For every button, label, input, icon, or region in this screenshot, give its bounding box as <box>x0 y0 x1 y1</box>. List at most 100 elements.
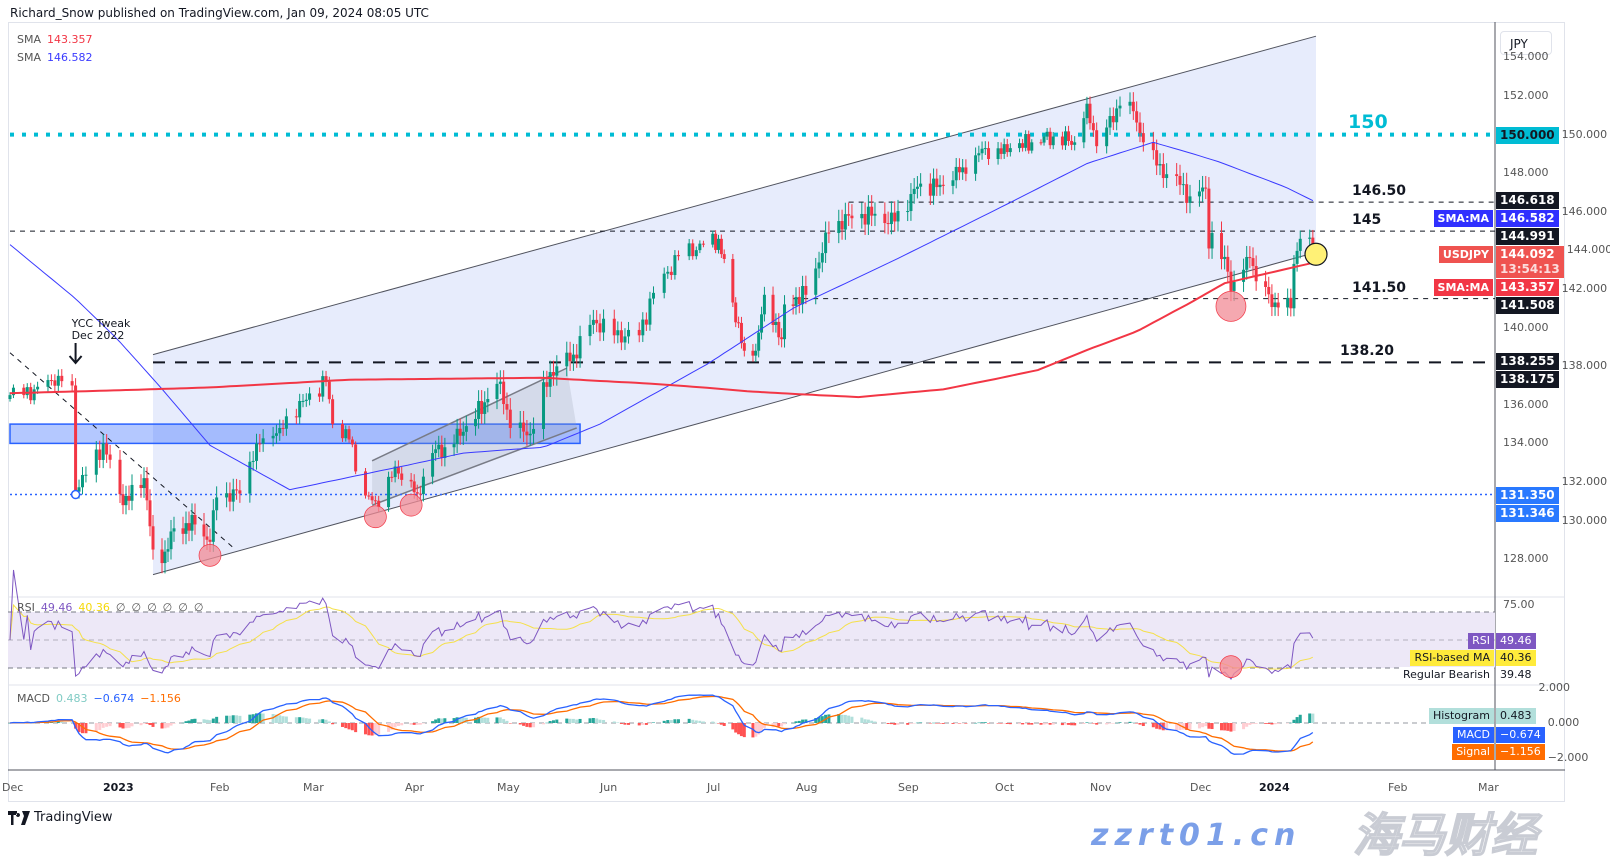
histogram-bar <box>760 723 764 732</box>
price-tick: 150.000 <box>1561 127 1608 141</box>
histogram-bar <box>483 717 487 723</box>
candle-body <box>452 444 456 448</box>
candle <box>261 429 265 452</box>
candle-body <box>932 178 936 196</box>
histogram-bar <box>980 722 984 723</box>
histogram-bar <box>130 723 134 727</box>
candle-body <box>701 243 705 245</box>
candle-body <box>1002 144 1006 154</box>
price-tick: 154.000 <box>1503 50 1549 64</box>
candle-body <box>101 443 105 460</box>
legend-sma-fast[interactable]: SMA 146.582 <box>17 51 99 64</box>
currency-selector[interactable]: JPY <box>1500 31 1552 55</box>
candle-body <box>367 495 371 497</box>
candle <box>255 433 258 470</box>
candle <box>387 471 391 512</box>
legend-sma-slow[interactable]: SMA 143.357 <box>17 33 99 46</box>
histogram-bar <box>1060 723 1064 726</box>
tradingview-brand: TradingView <box>34 810 113 825</box>
candle <box>974 147 978 181</box>
candle <box>421 468 425 502</box>
candle <box>619 321 623 351</box>
candle <box>124 485 128 515</box>
histogram-bar <box>163 723 167 729</box>
candle <box>1175 163 1179 187</box>
candle <box>797 286 801 314</box>
candle-body <box>1095 130 1099 147</box>
candle-body <box>794 296 798 306</box>
candle <box>863 202 867 235</box>
candle <box>443 437 447 467</box>
candle-body <box>118 459 122 495</box>
histogram-bar <box>1286 723 1290 724</box>
candle <box>498 370 502 395</box>
histogram-bar <box>575 719 579 723</box>
histogram-bar <box>53 721 57 723</box>
candle <box>308 387 312 406</box>
candle-body <box>193 514 197 525</box>
histogram-bar <box>56 721 60 723</box>
histogram-bar <box>452 718 456 723</box>
ycc-annotation: YCC Tweak Dec 2022 <box>72 318 131 342</box>
histogram-bar <box>847 715 851 723</box>
candle-body <box>987 148 991 159</box>
histogram-bar <box>1197 723 1201 729</box>
candle-body <box>301 400 305 402</box>
candle-body <box>780 337 784 340</box>
legend-sma-fast-label: SMA <box>17 51 41 64</box>
candle-body <box>1207 188 1211 249</box>
candle-body <box>396 466 400 474</box>
histogram-bar <box>951 723 955 724</box>
histogram-bar <box>370 723 374 736</box>
candle-body <box>1248 256 1252 259</box>
candle <box>80 467 84 495</box>
candle <box>999 142 1003 160</box>
candle <box>105 434 109 463</box>
candle <box>518 410 522 439</box>
candle-body <box>1161 164 1165 179</box>
macd-value-label: −0.674 <box>1496 727 1545 743</box>
histogram-bar <box>1051 723 1055 725</box>
candle <box>452 434 456 456</box>
candle-body <box>370 496 374 501</box>
candle-body <box>1242 269 1246 282</box>
histogram-bar <box>1295 717 1299 723</box>
histogram-bar <box>139 723 143 726</box>
histogram-bar <box>909 723 913 724</box>
histogram-bar <box>791 722 795 724</box>
candle-body <box>105 443 109 455</box>
histogram-bar <box>340 723 344 727</box>
candle-body <box>751 350 755 356</box>
histogram-bar <box>1158 723 1162 730</box>
histogram-bar <box>578 718 582 723</box>
price-tick: 130.000 <box>1561 513 1608 527</box>
candle-body <box>1292 263 1296 309</box>
candle-body <box>870 206 874 216</box>
histogram-bar <box>480 717 484 723</box>
candle <box>996 142 1000 165</box>
candle <box>932 168 936 205</box>
histogram-bar <box>458 717 462 723</box>
histogram-bar <box>754 723 758 737</box>
legend-macd[interactable]: MACD 0.483 −0.674 −1.156 <box>17 692 187 705</box>
candle <box>850 204 854 229</box>
candle <box>294 408 298 425</box>
candle-body <box>208 539 212 542</box>
candle <box>525 420 529 446</box>
histogram-bar <box>637 723 641 726</box>
histogram-bar <box>1292 719 1296 723</box>
candle <box>228 482 232 512</box>
tradingview-logo[interactable]: TradingView <box>8 810 113 825</box>
candle-body <box>1264 281 1268 287</box>
candle-body <box>1151 142 1155 151</box>
candle <box>906 199 910 222</box>
histogram-bar <box>698 720 702 723</box>
candle <box>56 369 60 392</box>
candle <box>1276 292 1280 317</box>
legend-null-1: ∅ <box>131 601 142 614</box>
level-label-4: 138.20 <box>1340 343 1395 360</box>
histogram-bar <box>1251 723 1255 724</box>
legend-rsi[interactable]: RSI 49.46 40.36 ∅ ∅ ∅ ∅ ∅ ∅ <box>17 601 209 614</box>
candle-body <box>387 476 391 508</box>
